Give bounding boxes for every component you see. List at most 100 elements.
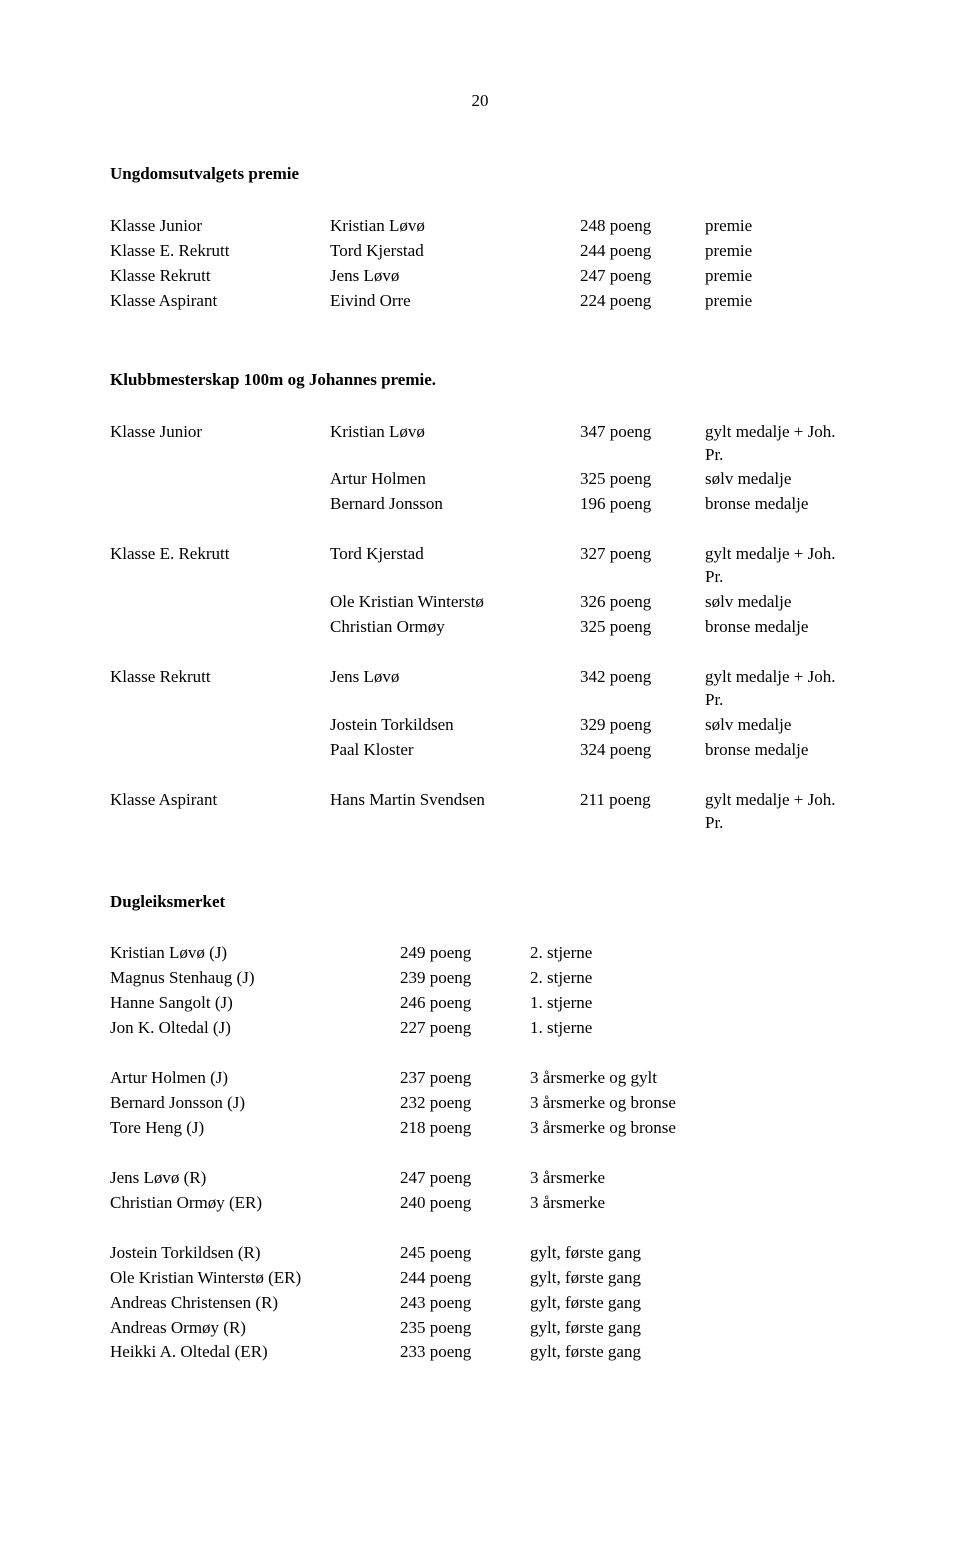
table-row: Heikki A. Oltedal (ER)233 poenggylt, før… bbox=[110, 1340, 850, 1365]
table-dugleik: Kristian Løvø (J)249 poeng2. stjerneMagn… bbox=[110, 941, 850, 1365]
cell: gylt, første gang bbox=[530, 1316, 850, 1341]
cell: Klasse Junior bbox=[110, 420, 330, 468]
table-row: Klasse E. RekruttTord Kjerstad244 poengp… bbox=[110, 239, 850, 264]
spacer-row bbox=[110, 1216, 850, 1241]
spacer-row bbox=[110, 517, 850, 542]
table-row: Hanne Sangolt (J)246 poeng1. stjerne bbox=[110, 991, 850, 1016]
cell: 2. stjerne bbox=[530, 966, 850, 991]
cell: 3 årsmerke og gylt bbox=[530, 1066, 850, 1091]
table-klubbmesterskap: Klasse JuniorKristian Løvø347 poenggylt … bbox=[110, 420, 850, 836]
cell: 3 årsmerke bbox=[530, 1191, 850, 1216]
cell: 325 poeng bbox=[580, 615, 705, 640]
cell: premie bbox=[705, 289, 850, 314]
table-row: Jon K. Oltedal (J)227 poeng1. stjerne bbox=[110, 1016, 850, 1041]
cell: Andreas Christensen (R) bbox=[110, 1291, 400, 1316]
cell: Jens Løvø bbox=[330, 665, 580, 713]
cell: Klasse Rekrutt bbox=[110, 264, 330, 289]
cell: gylt medalje + Joh. Pr. bbox=[705, 420, 850, 468]
cell: Christian Ormøy (ER) bbox=[110, 1191, 400, 1216]
section-title-2: Klubbmesterskap 100m og Johannes premie. bbox=[110, 369, 850, 392]
table-row: Andreas Christensen (R)243 poenggylt, fø… bbox=[110, 1291, 850, 1316]
cell: Bernard Jonsson bbox=[330, 492, 580, 517]
cell: Jens Løvø (R) bbox=[110, 1166, 400, 1191]
cell: Tord Kjerstad bbox=[330, 542, 580, 590]
cell: 211 poeng bbox=[580, 788, 705, 836]
table-row: Kristian Løvø (J)249 poeng2. stjerne bbox=[110, 941, 850, 966]
cell: 347 poeng bbox=[580, 420, 705, 468]
cell: 246 poeng bbox=[400, 991, 530, 1016]
table-row: Klasse RekruttJens Løvø342 poenggylt med… bbox=[110, 665, 850, 713]
table-row: Tore Heng (J)218 poeng3 årsmerke og bron… bbox=[110, 1116, 850, 1141]
table-row: Christian Ormøy (ER)240 poeng3 årsmerke bbox=[110, 1191, 850, 1216]
cell: Tord Kjerstad bbox=[330, 239, 580, 264]
cell: gylt, første gang bbox=[530, 1241, 850, 1266]
cell: 1. stjerne bbox=[530, 991, 850, 1016]
table-row: Christian Ormøy325 poengbronse medalje bbox=[110, 615, 850, 640]
cell: 233 poeng bbox=[400, 1340, 530, 1365]
cell: 244 poeng bbox=[580, 239, 705, 264]
table-row: Ole Kristian Winterstø (ER)244 poenggylt… bbox=[110, 1266, 850, 1291]
cell: 325 poeng bbox=[580, 467, 705, 492]
cell: 326 poeng bbox=[580, 590, 705, 615]
cell: Artur Holmen (J) bbox=[110, 1066, 400, 1091]
cell: Artur Holmen bbox=[330, 467, 580, 492]
table-row: Klasse AspirantHans Martin Svendsen211 p… bbox=[110, 788, 850, 836]
cell: Kristian Løvø bbox=[330, 420, 580, 468]
cell: Klasse Junior bbox=[110, 214, 330, 239]
cell: 248 poeng bbox=[580, 214, 705, 239]
cell: 247 poeng bbox=[400, 1166, 530, 1191]
table-row: Magnus Stenhaug (J)239 poeng2. stjerne bbox=[110, 966, 850, 991]
cell: 232 poeng bbox=[400, 1091, 530, 1116]
table-row: Artur Holmen325 poengsølv medalje bbox=[110, 467, 850, 492]
table-row: Bernard Jonsson (J)232 poeng3 årsmerke o… bbox=[110, 1091, 850, 1116]
cell bbox=[110, 590, 330, 615]
table-row: Ole Kristian Winterstø326 poengsølv meda… bbox=[110, 590, 850, 615]
cell: 329 poeng bbox=[580, 713, 705, 738]
cell: Kristian Løvø (J) bbox=[110, 941, 400, 966]
cell: Klasse E. Rekrutt bbox=[110, 239, 330, 264]
cell bbox=[110, 738, 330, 763]
cell: 245 poeng bbox=[400, 1241, 530, 1266]
cell: sølv medalje bbox=[705, 713, 850, 738]
table-row: Jostein Torkildsen (R)245 poenggylt, før… bbox=[110, 1241, 850, 1266]
cell: 243 poeng bbox=[400, 1291, 530, 1316]
cell: sølv medalje bbox=[705, 467, 850, 492]
cell: Klasse Aspirant bbox=[110, 788, 330, 836]
spacer-row bbox=[110, 1141, 850, 1166]
cell: 239 poeng bbox=[400, 966, 530, 991]
cell: Hans Martin Svendsen bbox=[330, 788, 580, 836]
table-ungdom: Klasse JuniorKristian Løvø248 poeng premi… bbox=[110, 214, 850, 314]
cell bbox=[110, 713, 330, 738]
cell: Heikki A. Oltedal (ER) bbox=[110, 1340, 400, 1365]
cell: Tore Heng (J) bbox=[110, 1116, 400, 1141]
table-row: Jens Løvø (R)247 poeng3 årsmerke bbox=[110, 1166, 850, 1191]
table-row: Paal Kloster324 poengbronse medalje bbox=[110, 738, 850, 763]
cell: gylt medalje + Joh. Pr. bbox=[705, 788, 850, 836]
cell: Jon K. Oltedal (J) bbox=[110, 1016, 400, 1041]
spacer-row bbox=[110, 763, 850, 788]
cell: Eivind Orre bbox=[330, 289, 580, 314]
cell bbox=[110, 615, 330, 640]
cell: gylt, første gang bbox=[530, 1291, 850, 1316]
cell: 3 årsmerke og bronse bbox=[530, 1116, 850, 1141]
cell: Bernard Jonsson (J) bbox=[110, 1091, 400, 1116]
table-row: Klasse RekruttJens Løvø247 poengpremie bbox=[110, 264, 850, 289]
cell: Christian Ormøy bbox=[330, 615, 580, 640]
section-title-3: Dugleiksmerket bbox=[110, 891, 850, 914]
cell: Klasse E. Rekrutt bbox=[110, 542, 330, 590]
cell: 3 årsmerke bbox=[530, 1166, 850, 1191]
cell: Klasse Aspirant bbox=[110, 289, 330, 314]
cell: Kristian Løvø bbox=[330, 214, 580, 239]
cell: 249 poeng bbox=[400, 941, 530, 966]
cell: Ole Kristian Winterstø (ER) bbox=[110, 1266, 400, 1291]
cell: 324 poeng bbox=[580, 738, 705, 763]
cell: 227 poeng bbox=[400, 1016, 530, 1041]
cell: Jostein Torkildsen bbox=[330, 713, 580, 738]
cell: 3 årsmerke og bronse bbox=[530, 1091, 850, 1116]
cell: 218 poeng bbox=[400, 1116, 530, 1141]
table-row: Bernard Jonsson196 poengbronse medalje bbox=[110, 492, 850, 517]
cell: Magnus Stenhaug (J) bbox=[110, 966, 400, 991]
table-row: Artur Holmen (J)237 poeng3 årsmerke og g… bbox=[110, 1066, 850, 1091]
cell: gylt medalje + Joh. Pr. bbox=[705, 665, 850, 713]
cell: Andreas Ormøy (R) bbox=[110, 1316, 400, 1341]
